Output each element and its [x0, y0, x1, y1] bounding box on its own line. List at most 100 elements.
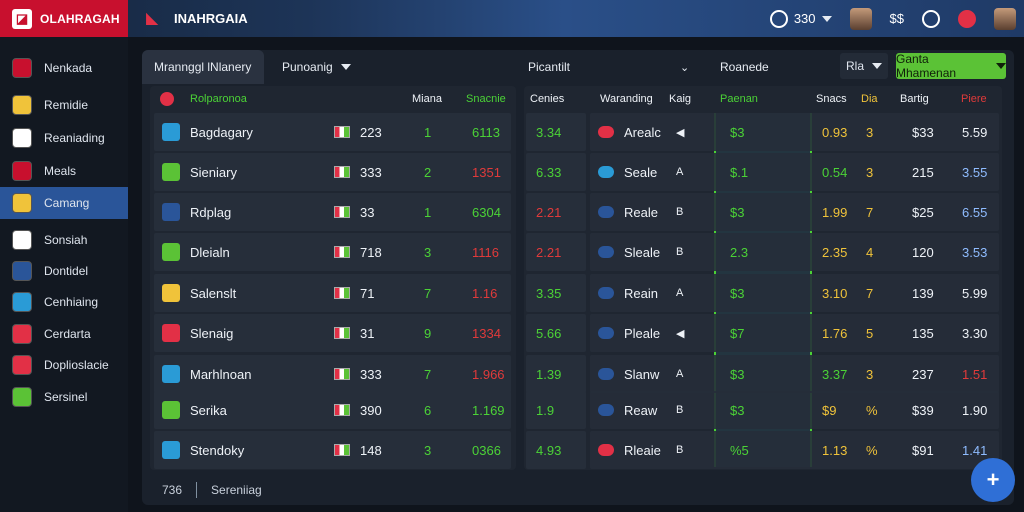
table-row[interactable]: Rleaie B %5 1.13% $91 1.41	[590, 431, 999, 469]
table-row[interactable]: Reale B $3 1.99 7 $25 6.55	[590, 193, 999, 231]
top-right-controls: 330 $$	[769, 0, 1024, 37]
tab-filter-label: Punoanig	[282, 60, 333, 74]
sidebar-item-label: Meals	[44, 164, 77, 178]
clock-icon	[769, 9, 788, 28]
odds-cell[interactable]: 1.39	[526, 355, 586, 393]
tab-range[interactable]: Roanede	[720, 50, 769, 84]
table-row[interactable]: Stendoky 148 3 0366	[154, 431, 511, 469]
right-header-c6: Piere	[961, 93, 987, 105]
table-row[interactable]: Pleale ◀ $7 1.76 5 135 3.30	[590, 314, 999, 352]
club-value: 1.90	[962, 402, 988, 418]
crest-icon	[162, 203, 180, 221]
sidebar-item[interactable]: Sonsiah	[0, 224, 128, 256]
odds-cell[interactable]: 2.21	[526, 193, 586, 231]
odds-cell[interactable]: 1.9	[526, 391, 586, 429]
badge-icon	[598, 166, 614, 178]
sidebar-item[interactable]: Camang	[0, 187, 128, 219]
club-bet: 120	[912, 244, 934, 260]
odds-cell[interactable]: 3.34	[526, 113, 586, 151]
trend-icon: B	[676, 206, 684, 218]
sidebar-item[interactable]: Reaniading	[0, 122, 128, 154]
brand[interactable]: ◪ OLAHRAGAH	[0, 0, 128, 37]
odds-value: 2.21	[536, 204, 562, 220]
club-bet: 139	[912, 285, 934, 301]
table-row[interactable]: Serika 390 6 1.169	[154, 391, 511, 429]
action-green-button[interactable]: Ganta Mhamenan	[896, 52, 1006, 80]
flag-icon	[334, 233, 350, 271]
tab-select[interactable]: Picantilt ⌄	[528, 50, 696, 84]
club-stat: 1.99	[822, 204, 848, 220]
odds-cell[interactable]: 6.33	[526, 153, 586, 191]
club-stat: 3.10	[822, 285, 848, 301]
sidebar-item[interactable]: Dontidel	[0, 255, 128, 287]
sidebar-item[interactable]: Doplioslacie	[0, 349, 128, 381]
team-number: 148	[360, 442, 382, 458]
currency-button[interactable]: $$	[890, 11, 904, 26]
flag-shape	[334, 287, 350, 299]
team-number: 71	[360, 285, 375, 301]
sidebar-item[interactable]: Cerdarta	[0, 318, 128, 350]
table-row[interactable]: Reaw B $3 $9% $39 1.90	[590, 391, 999, 429]
sidebar-item[interactable]: Cenhiaing	[0, 286, 128, 318]
odds-value: 2.21	[536, 244, 562, 260]
table-row[interactable]: Sleale B 2.3 2.35 4 120 3.53	[590, 233, 999, 271]
left-header-c3: Cenies	[530, 93, 565, 105]
table-row[interactable]: Marhlnoan 333 7 1.966	[154, 355, 511, 393]
table-row[interactable]: Arealc ◀ $3 0.93 3 $33 5.59	[590, 113, 999, 151]
ball-icon	[12, 128, 32, 148]
sidebar-item[interactable]: Nenkada	[0, 52, 128, 84]
flag-shape	[334, 368, 350, 380]
table-row[interactable]: Slenaig 31 9 1334	[154, 314, 511, 352]
team-crest-icon	[162, 233, 180, 271]
counter-widget[interactable]: 330	[769, 9, 832, 28]
shield-icon	[12, 58, 32, 78]
odds-cell[interactable]: 5.66	[526, 314, 586, 352]
sidebar-item-label: Doplioslacie	[44, 358, 109, 372]
club-value: 1.51	[962, 366, 988, 382]
team-name: Salenslt	[190, 285, 237, 301]
trend-icon: B	[676, 404, 684, 416]
small-dropdown-button[interactable]: Rla	[840, 53, 888, 79]
club-name: Rleaie	[624, 442, 661, 458]
team-name: Dleialn	[190, 244, 230, 260]
brand-name: OLAHRAGAH	[40, 11, 120, 26]
table-row[interactable]: Dleialn 718 3 1116	[154, 233, 511, 271]
counter-value: 330	[793, 11, 816, 26]
sidebar-item[interactable]: Remidie	[0, 89, 128, 121]
odds-cell[interactable]: 4.93	[526, 431, 586, 469]
team-number: 390	[360, 402, 382, 418]
team-score: 1.966	[472, 366, 505, 382]
odds-value: 3.34	[536, 124, 562, 140]
club-diff: %	[866, 402, 878, 418]
badge-icon	[598, 444, 614, 456]
club-icon	[598, 391, 614, 429]
tab-main[interactable]: Mrannggl lNlanery	[142, 50, 264, 84]
profile-mini[interactable]	[849, 7, 872, 30]
flag-shape	[334, 444, 350, 456]
tab-filter[interactable]: Punoanig	[282, 50, 351, 84]
settings-button[interactable]	[922, 9, 940, 28]
odds-cell[interactable]: 2.21	[526, 233, 586, 271]
flag-icon	[12, 161, 32, 181]
alert-button[interactable]	[958, 9, 976, 28]
sidebar-item[interactable]: Sersinel	[0, 381, 128, 413]
sidebar-item[interactable]: Meals	[0, 155, 128, 187]
team-position: 2	[424, 164, 432, 180]
flag-icon	[334, 391, 350, 429]
table-row[interactable]: Sieniary 333 2 1351	[154, 153, 511, 191]
table-row[interactable]: Salenslt 71 7 1.16	[154, 274, 511, 312]
table-row[interactable]: Seale A $.1 0.54 3 215 3.55	[590, 153, 999, 191]
table-row[interactable]: Bagdagary 223 1 6113	[154, 113, 511, 151]
table-row[interactable]: Reain A $3 3.10 7 139 5.99	[590, 274, 999, 312]
right-header-c1: Kaig	[669, 93, 692, 105]
add-fab-button[interactable]: +	[971, 458, 1015, 502]
user-avatar-button[interactable]	[994, 7, 1016, 30]
odds-cell[interactable]: 3.35	[526, 274, 586, 312]
badge-icon	[598, 246, 614, 258]
flag-shape	[334, 206, 350, 218]
team-name: Rdplag	[190, 204, 232, 220]
table-row[interactable]: Rdplag 33 1 6304	[154, 193, 511, 231]
team-crest-icon	[162, 193, 180, 231]
trend-icon: B	[676, 444, 684, 456]
table-row[interactable]: Slanw A $3 3.37 3 237 1.51	[590, 355, 999, 393]
